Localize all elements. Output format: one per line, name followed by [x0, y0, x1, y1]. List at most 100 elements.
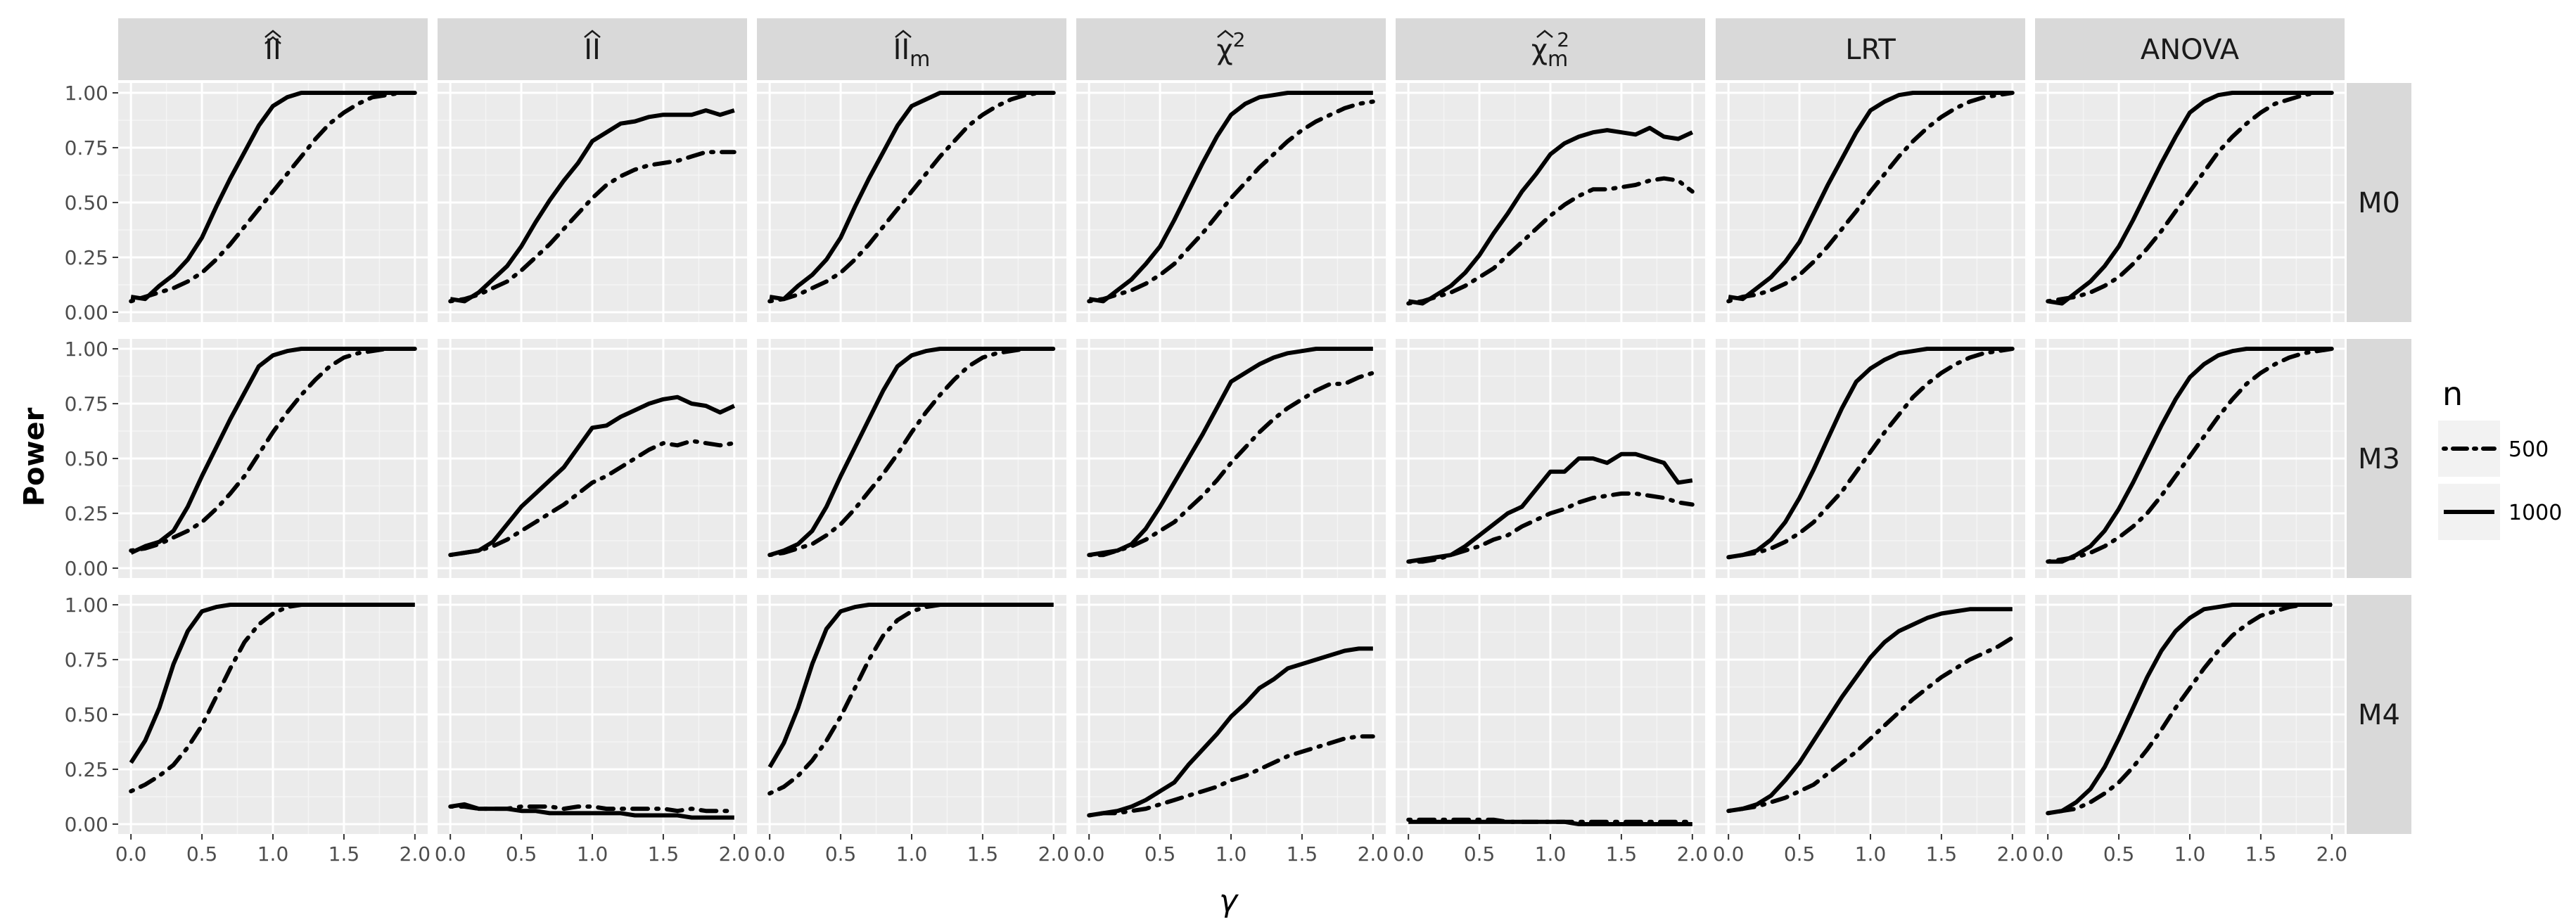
x-tick-label: 2.0: [2316, 842, 2348, 866]
x-tick-label: 1.5: [648, 842, 680, 866]
x-tick-label: 0.5: [186, 842, 218, 866]
x-tick-label: 0.0: [115, 842, 147, 866]
series-500-line: [129, 347, 417, 553]
strip-background: [1396, 18, 1705, 80]
strip-label: χ2: [1217, 28, 1246, 66]
y-tick-label: 0.50: [65, 447, 108, 470]
strip-background: [1076, 18, 1386, 80]
panel-M3-ANOVA: [2035, 339, 2345, 578]
y-tick-label: 0.50: [65, 703, 108, 726]
axes-layer: 0.000.250.500.751.000.000.250.500.751.00…: [65, 82, 2347, 866]
x-tick-label: 2.0: [1038, 842, 1070, 866]
x-tick-label: 1.5: [1926, 842, 1958, 866]
series-1000-line: [1408, 819, 1692, 826]
y-tick-label: 0.25: [65, 502, 108, 525]
panel-M3-II-hat-m: [757, 339, 1066, 578]
x-tick-label: 0.5: [2103, 842, 2135, 866]
panel-M0-II-hat: [438, 83, 747, 322]
y-tick-label: 0.00: [65, 813, 108, 836]
x-tick-label: 1.5: [329, 842, 360, 866]
panel-M3-II-hat: [438, 339, 747, 578]
x-tick-label: 0.5: [506, 842, 537, 866]
x-tick-label: 1.5: [1606, 842, 1638, 866]
hat-accent-icon: [264, 36, 281, 44]
series-1000-line: [2047, 91, 2332, 306]
panel-M4-II-hat-hat: [118, 595, 428, 834]
series-500-line: [767, 91, 1056, 304]
x-tick-label: 1.0: [2174, 842, 2206, 866]
x-tick-label: 0.5: [1464, 842, 1496, 866]
x-tick-label: 2.0: [1677, 842, 1709, 866]
strip-background: [757, 18, 1066, 80]
series-1000-line: [1088, 646, 1373, 818]
panel-M3-LRT: [1716, 339, 2025, 578]
x-tick-label: 2.0: [1997, 842, 2029, 866]
panel-M0-II-hat-hat: [118, 83, 428, 322]
strip-II-hat: II: [438, 18, 747, 80]
strip-label: LRT: [1845, 34, 1896, 66]
x-tick-label: 0.0: [754, 842, 786, 866]
strip-M0: M0: [2347, 83, 2411, 322]
strip-M4: M4: [2347, 595, 2411, 834]
y-axis-title: Power: [18, 407, 51, 506]
strip-label: M4: [2358, 699, 2400, 731]
x-tick-label: 1.0: [257, 842, 289, 866]
strip-background: [2347, 595, 2411, 834]
series-500-line: [1726, 347, 2015, 560]
x-tick-label: 0.0: [2032, 842, 2064, 866]
panel-M3-chi2-hat: [1076, 339, 1386, 578]
x-tick-label: 0.0: [1073, 842, 1105, 866]
series-1000-line: [769, 91, 1054, 302]
panel-M0-LRT: [1716, 83, 2025, 322]
x-tick-label: 0.5: [1144, 842, 1176, 866]
legend-entry-500: 500: [2438, 421, 2549, 477]
series-500-line: [2046, 91, 2334, 304]
y-tick-label: 0.75: [65, 136, 108, 160]
series-1000-line: [1408, 125, 1694, 306]
x-tick-label: 1.5: [1287, 842, 1318, 866]
series-500-line: [1087, 734, 1375, 818]
panel-M4-II-hat: [438, 595, 747, 834]
panel-M4-II-hat-m: [757, 595, 1066, 834]
series-500-line: [129, 91, 417, 304]
y-tick-label: 0.25: [65, 246, 108, 269]
strips-layer: II II IIm χ2 χm2 LRT ANOVA M0 M3 M4: [118, 18, 2411, 834]
strip-background: [118, 18, 428, 80]
x-tick-label: 1.0: [1535, 842, 1567, 866]
y-tick-label: 1.00: [65, 338, 108, 361]
strip-label: II: [264, 34, 281, 66]
strip-label: IIm: [893, 34, 931, 72]
series-1000-line: [130, 91, 415, 302]
series-1000-line: [769, 347, 1054, 558]
legend-label: 500: [2508, 437, 2549, 462]
series-1000-line: [1728, 347, 2013, 560]
strip-ANOVA: ANOVA: [2035, 18, 2345, 80]
y-tick-label: 0.25: [65, 758, 108, 781]
series-1000-line: [129, 603, 415, 764]
panels-layer: [118, 83, 2345, 834]
panel-M4-ANOVA: [2035, 595, 2345, 834]
legend-title: n: [2442, 375, 2463, 413]
x-tick-label: 2.0: [1358, 842, 1389, 866]
series-500-line: [1406, 817, 1695, 824]
panel-M0-ANOVA: [2035, 83, 2345, 322]
series-500-line: [1726, 91, 2015, 304]
x-tick-label: 1.5: [2245, 842, 2277, 866]
series-1000-line: [449, 802, 734, 820]
x-tick-label: 1.5: [967, 842, 999, 866]
strip-II-hat-hat: II: [118, 18, 428, 80]
series-1000-line: [1728, 91, 2013, 302]
panel-M4-chi2-hat-m: [1396, 595, 1705, 834]
x-axis-title: γ: [1219, 883, 1239, 919]
y-tick-label: 0.75: [65, 392, 108, 416]
strip-II-hat-m: IIm: [757, 18, 1066, 80]
series-1000-line: [1408, 451, 1693, 564]
x-tick-label: 0.0: [435, 842, 466, 866]
strip-label: M0: [2358, 187, 2400, 219]
series-500-line: [2046, 347, 2334, 564]
panel-M0-chi2-hat: [1076, 83, 1386, 322]
y-tick-label: 1.00: [65, 82, 108, 105]
y-tick-label: 0.00: [65, 557, 108, 580]
panel-M0-II-hat-m: [757, 83, 1066, 322]
